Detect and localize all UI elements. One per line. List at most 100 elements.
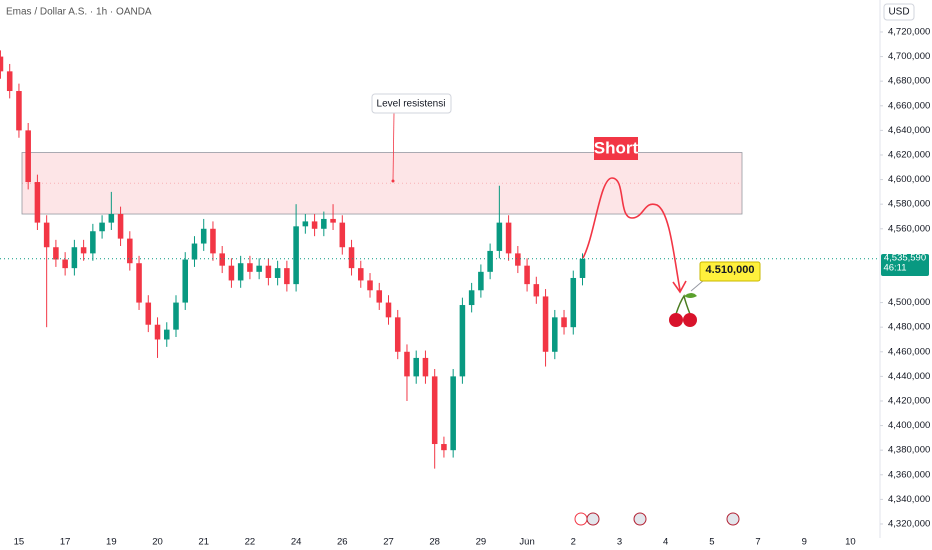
candle-body xyxy=(496,222,503,251)
countdown-label: 46:11 xyxy=(883,262,906,273)
y-tick-label: 4,440,000 xyxy=(888,371,930,382)
y-tick-label: 4,480,000 xyxy=(888,322,930,333)
x-tick-label: 22 xyxy=(245,537,256,548)
x-tick-label: 29 xyxy=(476,537,487,548)
zone-layer xyxy=(21,152,743,215)
candle-body xyxy=(367,280,373,291)
y-tick-label: 4,600,000 xyxy=(888,174,930,185)
x-tick-label: 9 xyxy=(802,537,807,548)
event-icons xyxy=(574,512,740,526)
candle-body xyxy=(348,247,355,269)
candle-body xyxy=(0,56,4,72)
candle-body xyxy=(237,263,244,281)
candle-body xyxy=(431,376,438,445)
candle-body xyxy=(173,302,179,330)
candle-layer xyxy=(0,50,880,469)
resistance-zone xyxy=(21,152,743,215)
candle-body xyxy=(25,130,31,183)
candle-body xyxy=(385,302,392,318)
y-tick-label: 4,620,000 xyxy=(888,149,930,160)
candle-body xyxy=(284,268,290,285)
candle-body xyxy=(579,258,586,278)
candle-body xyxy=(247,263,253,272)
x-tick-label: 5 xyxy=(709,537,714,548)
target-label: 4.510,000 xyxy=(706,264,755,276)
candle-body xyxy=(228,265,235,281)
candle-body xyxy=(191,243,198,260)
candle-body xyxy=(6,71,13,92)
x-tick-label: 28 xyxy=(429,537,440,548)
annotation-line xyxy=(392,112,395,182)
y-tick-label: 4,560,000 xyxy=(888,223,930,234)
target-pointer xyxy=(690,279,705,292)
candle-body xyxy=(256,265,262,272)
candle-body xyxy=(570,277,577,328)
candle-body xyxy=(210,228,216,254)
candle-body xyxy=(339,222,346,248)
candle-body xyxy=(200,228,207,244)
candle-body xyxy=(265,265,272,278)
y-tick-label: 4,700,000 xyxy=(888,51,930,62)
candle-body xyxy=(478,271,484,291)
candle-body xyxy=(505,222,512,254)
short-label-box xyxy=(594,137,638,160)
candle-body xyxy=(552,317,558,352)
candle-body xyxy=(311,221,318,229)
candle-body xyxy=(542,296,549,352)
candle-body xyxy=(450,376,456,451)
currency-box[interactable] xyxy=(883,3,915,21)
x-tick-label: 15 xyxy=(14,537,25,548)
candle-body xyxy=(71,247,78,269)
x-tick-label: 3 xyxy=(617,537,622,548)
candle-body xyxy=(62,259,68,269)
y-tick-label: 4,320,000 xyxy=(888,518,930,529)
x-tick-label: 2 xyxy=(571,537,576,548)
candle-body xyxy=(441,444,447,451)
candle-body xyxy=(358,268,364,281)
annotation-box xyxy=(371,93,452,114)
candle-body xyxy=(90,231,96,254)
candle-body xyxy=(422,357,429,377)
candle-body xyxy=(53,247,59,260)
candle-body xyxy=(99,222,105,232)
annotation-label: Level resistensi xyxy=(377,99,446,110)
y-tick-label: 4,680,000 xyxy=(888,76,930,87)
annotation-dot xyxy=(391,179,395,183)
candle-body xyxy=(330,218,336,223)
x-tick-label: 20 xyxy=(152,537,163,548)
candle-body xyxy=(127,238,133,264)
y-tick-label: 4,460,000 xyxy=(888,346,930,357)
candle-body xyxy=(43,222,50,248)
candle-body xyxy=(561,317,567,328)
candle-body xyxy=(394,317,401,352)
candle-body xyxy=(515,253,521,266)
x-tick-label: 21 xyxy=(198,537,209,548)
x-tick-label: 7 xyxy=(755,537,760,548)
last-price-label: 4,535,590 xyxy=(884,252,926,263)
candle-body xyxy=(524,265,530,285)
candle-body xyxy=(80,247,87,254)
candle-body xyxy=(302,221,309,227)
candle-body xyxy=(108,214,115,223)
candle-body xyxy=(533,284,540,297)
candle-body xyxy=(163,329,170,340)
candle-body xyxy=(136,263,142,303)
x-tick-label: 4 xyxy=(663,537,668,548)
candle-body xyxy=(487,250,493,272)
x-tick-label: 17 xyxy=(60,537,71,548)
candle-body xyxy=(321,218,327,229)
target-box xyxy=(699,261,761,282)
x-tick-label: 10 xyxy=(845,537,856,548)
candle-body xyxy=(16,91,22,131)
projection-path xyxy=(582,177,681,291)
y-tick-label: 4,580,000 xyxy=(888,199,930,210)
x-tick-label: 26 xyxy=(337,537,348,548)
candle-body xyxy=(293,226,299,285)
chart-title: Emas / Dollar A.S. · 1h · OANDA xyxy=(6,7,152,18)
candle-body xyxy=(413,357,419,377)
y-tick-label: 4,380,000 xyxy=(888,445,930,456)
y-tick-label: 4,500,000 xyxy=(888,297,930,308)
y-tick-label: 4,720,000 xyxy=(888,26,930,37)
